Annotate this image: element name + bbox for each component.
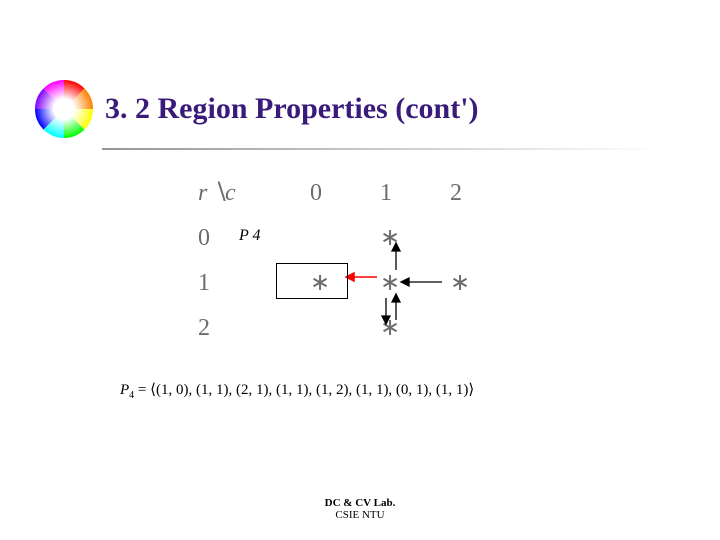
equation-lhs: P4	[120, 382, 134, 398]
equation-line: P4 = ⟨(1, 0), (1, 1), (2, 1), (1, 1), (1…	[120, 380, 474, 401]
svg-text:2: 2	[450, 180, 462, 206]
equation-rhs: ⟨(1, 0), (1, 1), (2, 1), (1, 1), (1, 2),…	[150, 382, 474, 398]
eq-sign: =	[134, 382, 150, 398]
title-underline	[102, 148, 662, 150]
title-row: 3. 2 Region Properties (cont')	[35, 80, 690, 138]
footer: DC & CV Lab. CSIE NTU	[0, 497, 720, 522]
svg-text:1: 1	[380, 180, 392, 206]
svg-text:1: 1	[198, 270, 210, 296]
diagram: r ∖ c 0 1 2 0 1 2 ∗ ∗ ∗ ∗ ∗	[180, 170, 540, 370]
slide: 3. 2 Region Properties (cont') r ∖ c 0 1…	[0, 0, 720, 540]
eq-symbol: P	[120, 382, 129, 398]
footer-line2: CSIE NTU	[0, 509, 720, 522]
svg-text:0: 0	[310, 180, 322, 206]
svg-text:c: c	[225, 180, 236, 206]
svg-text:0: 0	[198, 225, 210, 251]
p4-label: P 4	[239, 227, 260, 245]
matrix-diagram: r ∖ c 0 1 2 0 1 2 ∗ ∗ ∗ ∗ ∗	[180, 170, 540, 370]
svg-text:r: r	[198, 180, 208, 206]
color-wheel-icon	[35, 80, 93, 138]
svg-text:∗: ∗	[380, 270, 400, 296]
slide-title: 3. 2 Region Properties (cont')	[105, 92, 479, 126]
footer-line1: DC & CV Lab.	[0, 497, 720, 510]
svg-text:2: 2	[198, 315, 210, 341]
p4-box	[276, 263, 348, 299]
svg-text:∗: ∗	[450, 270, 470, 296]
